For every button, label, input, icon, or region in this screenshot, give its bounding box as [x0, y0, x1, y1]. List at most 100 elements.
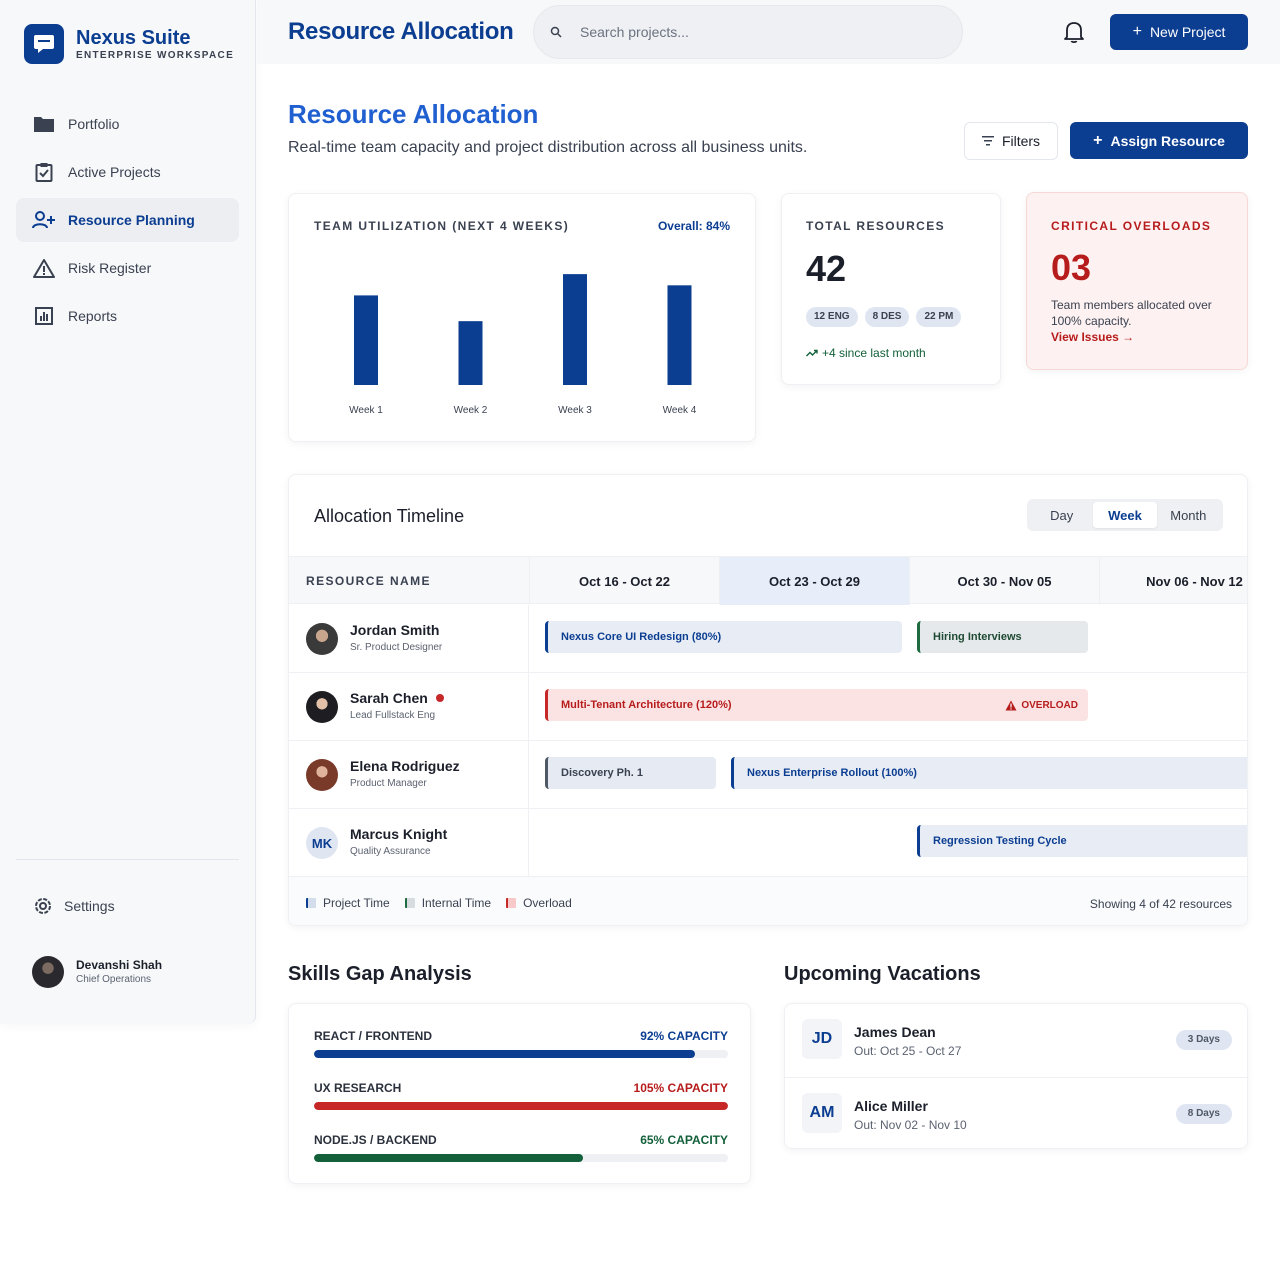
timeline-row: MK Marcus Knight Quality Assurance Regre…: [289, 809, 1247, 877]
allocation-bar[interactable]: Hiring Interviews: [917, 621, 1088, 653]
resource-role: Sr. Product Designer: [350, 642, 443, 653]
plus-icon: +: [1093, 131, 1103, 149]
sidebar-item-settings[interactable]: Settings: [16, 884, 239, 928]
avatar: [306, 759, 338, 791]
pm-count-badge: 22 PM: [916, 307, 962, 327]
resource-name-text: Elena Rodriguez: [350, 758, 460, 774]
bell-icon[interactable]: [1063, 20, 1085, 44]
sidebar-item-portfolio[interactable]: Portfolio: [16, 102, 239, 146]
skill-row: UX RESEARCH 105% CAPACITY: [314, 1081, 728, 1110]
sidebar-item-label: Settings: [64, 898, 115, 914]
brand[interactable]: Nexus Suite ENTERPRISE WORKSPACE: [24, 24, 234, 64]
filters-button[interactable]: Filters: [964, 122, 1058, 160]
resource-trend: +4 since last month: [806, 346, 926, 360]
brand-name: Nexus Suite: [76, 27, 191, 49]
allocation-bar-overload[interactable]: Multi-Tenant Architecture (120%) OVERLOA…: [545, 689, 1088, 721]
timeline-header: RESOURCE NAME Oct 16 - Oct 22 Oct 23 - O…: [289, 556, 1247, 605]
utilization-tick-label: Week 2: [454, 405, 488, 416]
des-count-badge: 8 DES: [864, 307, 910, 327]
skill-capacity: 92% CAPACITY: [640, 1029, 728, 1043]
allocation-bar[interactable]: Nexus Enterprise Rollout (100%): [731, 757, 1247, 789]
new-project-button[interactable]: + New Project: [1110, 14, 1248, 50]
avatar: JD: [802, 1019, 842, 1059]
search-input[interactable]: [580, 24, 920, 40]
resource-cell[interactable]: Jordan Smith Sr. Product Designer: [289, 605, 529, 673]
week-column-header: Oct 30 - Nov 05: [909, 557, 1099, 605]
utilization-chart: Week 1 Week 2 Week 3 Week 4: [349, 274, 697, 416]
resource-breakdown: 12 ENG 8 DES 22 PM: [806, 307, 968, 327]
plus-icon: +: [1132, 23, 1142, 40]
folder-icon: [32, 112, 56, 136]
timeline-row: Jordan Smith Sr. Product Designer Nexus …: [289, 605, 1247, 673]
sidebar-item-resource-planning[interactable]: Resource Planning: [16, 198, 239, 242]
vacation-dates: Out: Nov 02 - Nov 10: [854, 1118, 967, 1132]
allocation-bar[interactable]: Regression Testing Cycle: [917, 825, 1247, 857]
top-bar-title: Resource Allocation: [288, 18, 514, 45]
utilization-bar-2: [458, 321, 483, 385]
skill-fill: [314, 1050, 695, 1058]
resource-name: Sarah Chen: [350, 690, 444, 706]
user-profile[interactable]: Devanshi Shah Chief Operations: [32, 956, 162, 988]
search-icon: [550, 26, 562, 38]
overload-badge: OVERLOAD: [1005, 689, 1078, 721]
sidebar-divider: [16, 859, 239, 860]
clipboard-check-icon: [32, 160, 56, 184]
resource-name-text: Marcus Knight: [350, 826, 448, 842]
bar-chart-icon: [32, 304, 56, 328]
skill-fill: [314, 1154, 584, 1162]
page-subtitle: Real-time team capacity and project dist…: [288, 139, 808, 156]
assign-resource-button[interactable]: + Assign Resource: [1070, 122, 1248, 159]
allocation-timeline: Allocation Timeline Day Week Month RESOU…: [288, 474, 1248, 926]
view-month-button[interactable]: Month: [1170, 507, 1207, 523]
view-toggle: Day Week Month: [1027, 499, 1223, 531]
total-resources-value: 42: [806, 248, 847, 289]
view-issues-link[interactable]: View Issues →: [1051, 330, 1135, 344]
timeline-footer: Project Time Internal Time Overload Show…: [289, 877, 1247, 925]
vacation-item[interactable]: AM Alice Miller Out: Nov 02 - Nov 10 8 D…: [785, 1077, 1249, 1150]
timeline-row: Sarah Chen Lead Fullstack Eng Multi-Tena…: [289, 673, 1247, 741]
avatar: [32, 956, 64, 988]
sidebar-item-active-projects[interactable]: Active Projects: [16, 150, 239, 194]
upcoming-vacations-title: Upcoming Vacations: [784, 963, 981, 985]
sidebar-item-label: Reports: [68, 308, 118, 324]
allocation-bar[interactable]: Discovery Ph. 1: [545, 757, 716, 789]
skill-name: UX RESEARCH: [314, 1081, 402, 1095]
skill-row: NODE.JS / BACKEND 65% CAPACITY: [314, 1133, 728, 1162]
utilization-overall: Overall: 84%: [657, 219, 730, 233]
vacation-name: Alice Miller: [854, 1098, 928, 1114]
search-box[interactable]: [533, 5, 963, 59]
resource-name: Marcus Knight: [350, 826, 447, 842]
resource-cell[interactable]: Sarah Chen Lead Fullstack Eng: [289, 673, 529, 741]
resource-name-text: Sarah Chen: [350, 690, 428, 706]
user-name: Devanshi Shah: [76, 958, 163, 972]
vacation-dates: Out: Oct 25 - Oct 27: [854, 1044, 962, 1058]
eng-count-badge: 12 ENG: [806, 307, 858, 327]
critical-overloads-label: CRITICAL OVERLOADS: [1051, 219, 1212, 233]
timeline-row: Elena Rodriguez Product Manager Discover…: [289, 741, 1247, 809]
critical-overloads-value: 03: [1051, 247, 1092, 288]
skills-gap-card: REACT / FRONTEND 92% CAPACITY UX RESEARCH…: [288, 1003, 751, 1184]
avatar: [306, 691, 338, 723]
utilization-title: TEAM UTILIZATION (NEXT 4 WEEKS): [314, 219, 570, 233]
vacation-item[interactable]: JD James Dean Out: Oct 25 - Oct 27 3 Day…: [785, 1004, 1249, 1077]
view-week-button[interactable]: Week: [1093, 502, 1157, 528]
filter-icon: [981, 136, 994, 146]
trending-up-icon: [806, 349, 818, 357]
skills-gap-title: Skills Gap Analysis: [288, 963, 472, 985]
top-bar: Resource Allocation + New Project: [257, 0, 1280, 64]
skill-track: [314, 1102, 728, 1110]
resource-cell[interactable]: MK Marcus Knight Quality Assurance: [289, 809, 529, 877]
resource-name: Jordan Smith: [350, 622, 439, 638]
sidebar-nav: Portfolio Active Projects Resource Plann…: [16, 102, 239, 342]
resource-role: Product Manager: [350, 778, 427, 789]
resource-name: Elena Rodriguez: [350, 758, 460, 774]
allocation-bar[interactable]: Nexus Core UI Redesign (80%): [545, 621, 902, 653]
vacation-days-badge: 8 Days: [1175, 1104, 1232, 1124]
sidebar-item-risk-register[interactable]: Risk Register: [16, 246, 239, 290]
view-day-button[interactable]: Day: [1050, 507, 1074, 523]
utilization-bar-1: [354, 295, 378, 385]
legend-swatch: [306, 898, 316, 908]
legend-swatch: [506, 898, 517, 908]
resource-cell[interactable]: Elena Rodriguez Product Manager: [289, 741, 529, 809]
sidebar-item-reports[interactable]: Reports: [16, 294, 239, 338]
